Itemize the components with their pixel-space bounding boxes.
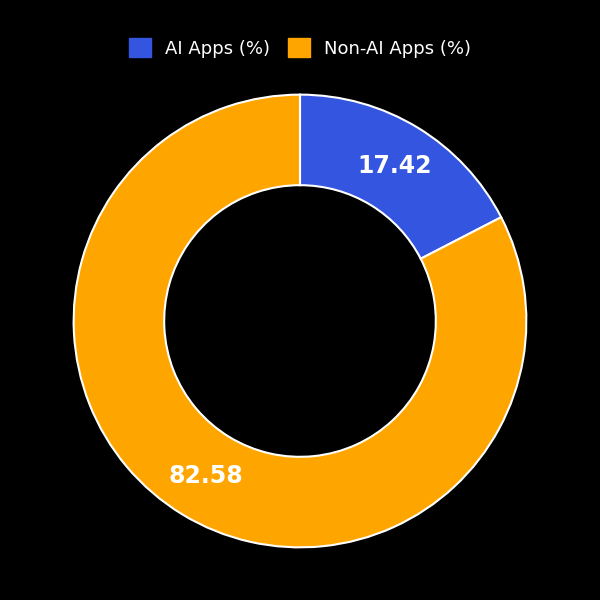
Text: 17.42: 17.42 [357, 154, 431, 178]
Legend: AI Apps (%), Non-AI Apps (%): AI Apps (%), Non-AI Apps (%) [122, 31, 478, 65]
Text: 82.58: 82.58 [169, 464, 243, 488]
Wedge shape [300, 95, 501, 259]
Wedge shape [74, 95, 526, 547]
